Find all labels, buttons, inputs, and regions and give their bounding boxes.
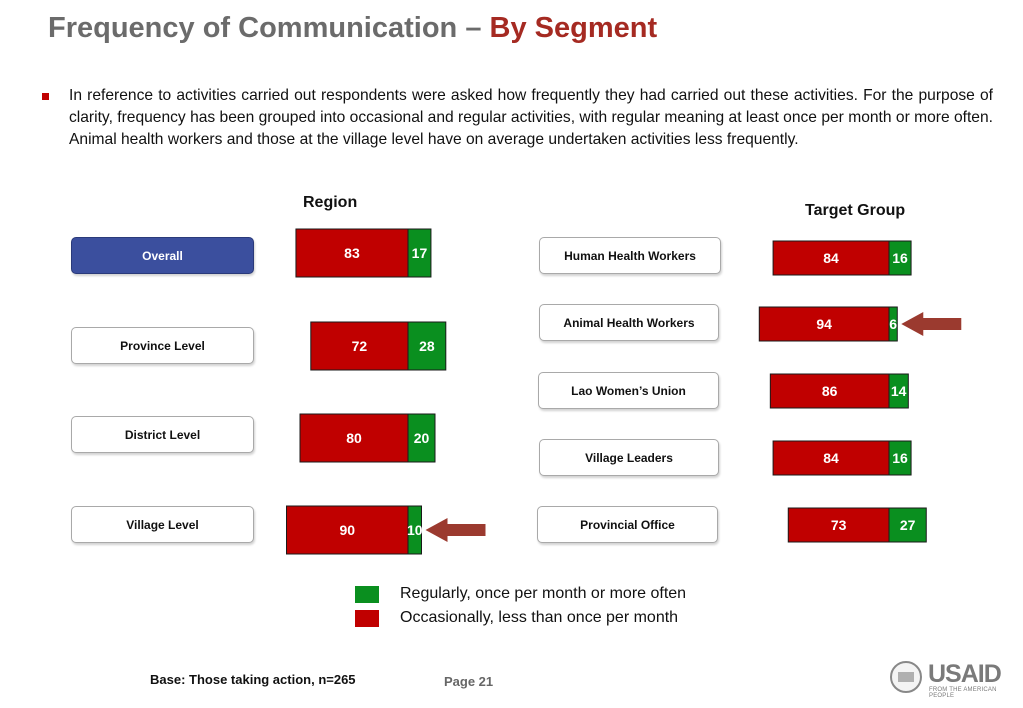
title-accent: By Segment (489, 12, 658, 44)
value-label-occasionally-provincial-office: 73 (831, 517, 847, 533)
segment-province-level[interactable]: Province Level (71, 327, 254, 364)
page-title: Frequency of Communication – By Segment (48, 12, 657, 45)
bar-regularly-provincial-office (888, 507, 927, 543)
target-group-heading: Target Group (805, 202, 906, 219)
bar-regularly-human-health-workers (888, 240, 912, 276)
group-provincial-office[interactable]: Provincial Office (537, 506, 718, 543)
bar-regularly-village-level (407, 505, 422, 555)
value-label-regularly-province-level: 28 (419, 338, 435, 354)
bar-occasionally-lao-women-s-union (769, 373, 890, 409)
highlight-arrow-icon-animal-health-workers (901, 312, 962, 336)
value-label-occasionally-district-level: 80 (346, 430, 362, 446)
highlight-arrow-icon-village-level (425, 518, 486, 542)
bar-regularly-animal-health-workers (888, 306, 898, 342)
intro-paragraph: In reference to activities carried out r… (69, 87, 993, 148)
group-lao-womens-union[interactable]: Lao Women’s Union (538, 372, 719, 409)
bar-occasionally-animal-health-workers (758, 306, 890, 342)
legend-label-occasionally: Occasionally, less than once per month (400, 609, 679, 626)
value-label-regularly-overall: 17 (412, 245, 428, 261)
bullet-icon (42, 93, 49, 100)
value-label-occasionally-overall: 83 (344, 245, 360, 261)
legend-label-regularly: Regularly, once per month or more often (400, 585, 687, 602)
bar-regularly-overall (407, 228, 432, 278)
usaid-logo: USAID (928, 660, 1002, 688)
usaid-seal-icon (890, 661, 922, 693)
value-label-occasionally-village-leaders: 84 (823, 450, 839, 466)
segment-village-level[interactable]: Village Level (71, 506, 254, 543)
value-label-occasionally-lao-women-s-union: 86 (822, 383, 838, 399)
bar-regularly-province-level (407, 321, 447, 371)
value-label-regularly-human-health-workers: 16 (892, 250, 908, 266)
value-label-occasionally-animal-health-workers: 94 (816, 316, 832, 332)
bar-regularly-lao-women-s-union (888, 373, 909, 409)
region-heading: Region (303, 194, 358, 211)
group-human-health-workers[interactable]: Human Health Workers (539, 237, 721, 274)
bar-occasionally-overall (295, 228, 409, 278)
bar-occasionally-provincial-office (787, 507, 890, 543)
bar-occasionally-village-leaders (772, 440, 890, 476)
legend-swatch-occasionally (355, 610, 379, 627)
group-animal-health-workers[interactable]: Animal Health Workers (539, 304, 719, 341)
segment-overall[interactable]: Overall (71, 237, 254, 274)
value-label-regularly-provincial-office: 27 (900, 517, 916, 533)
value-label-regularly-animal-health-workers: 6 (889, 316, 897, 332)
value-label-regularly-village-level: 10 (407, 522, 423, 538)
bar-regularly-district-level (407, 413, 436, 463)
bar-occasionally-province-level (310, 321, 409, 371)
bar-occasionally-village-level (286, 505, 409, 555)
value-label-occasionally-village-level: 90 (339, 522, 355, 538)
legend-swatch-regularly (355, 586, 379, 603)
value-label-occasionally-human-health-workers: 84 (823, 250, 839, 266)
value-label-occasionally-province-level: 72 (352, 338, 368, 354)
base-note: Base: Those taking action, n=265 (150, 672, 356, 687)
group-village-leaders[interactable]: Village Leaders (539, 439, 719, 476)
bar-regularly-village-leaders (888, 440, 912, 476)
page-number: Page 21 (444, 674, 494, 689)
value-label-regularly-district-level: 20 (414, 430, 430, 446)
title-main: Frequency of Communication – (48, 12, 482, 44)
segment-district-level[interactable]: District Level (71, 416, 254, 453)
value-label-regularly-village-leaders: 16 (892, 450, 908, 466)
value-label-regularly-lao-women-s-union: 14 (891, 383, 907, 399)
usaid-tagline: FROM THE AMERICAN PEOPLE (929, 687, 997, 699)
